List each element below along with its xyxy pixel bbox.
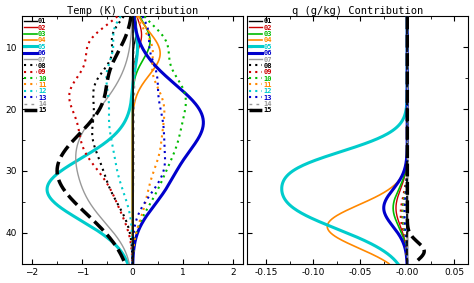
Title: q (g/kg) Contribution: q (g/kg) Contribution	[292, 6, 423, 16]
Title: Temp (K) Contribution: Temp (K) Contribution	[67, 6, 198, 16]
Legend: 01, 02, 03, 04, 05, 06, 07, 08, 09, 10, 11, 12, 13, 14, 15: 01, 02, 03, 04, 05, 06, 07, 08, 09, 10, …	[23, 18, 47, 114]
Legend: 01, 02, 03, 04, 05, 06, 07, 08, 09, 10, 11, 12, 13, 14, 15: 01, 02, 03, 04, 05, 06, 07, 08, 09, 10, …	[249, 18, 273, 114]
